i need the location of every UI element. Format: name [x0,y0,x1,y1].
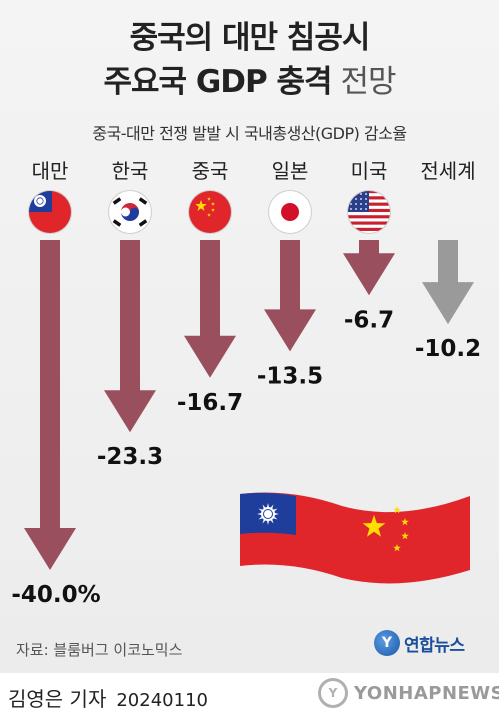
taiwan-sun-ray [269,504,274,510]
chart-subtitle: 중국-대만 전쟁 발발 시 국내총생산(GDP) 감소율 [92,124,407,143]
china-banner-small-star [393,506,401,514]
category-label: 일본 [272,159,309,183]
taiwan-sun-ray [258,515,264,520]
taiwan-sun-ray [266,503,270,509]
yonhapnews-watermark: Y YONHAPNEWS [318,678,499,708]
china-flag-banner [342,496,470,584]
yonhap-logo-icon: Y [374,630,400,656]
japan-flag [268,190,312,234]
value-label: -6.7 [344,307,394,333]
taiwan-sun-ray [272,508,278,513]
china-banner-small-star [401,532,409,540]
chart-title-line2: 주요국 GDP 충격 전망 [0,56,499,101]
publish-date: 20240110 [116,690,208,711]
value-label: -16.7 [177,390,243,416]
bar-arrow [104,240,156,433]
bar-arrow [184,240,236,378]
taiwan-sun-ray [273,512,279,516]
china-flag [188,190,232,234]
source-note: 자료: 블룸버그 이코노믹스 [16,641,183,659]
south-korea-flag [108,190,152,234]
bar-arrow [264,240,316,352]
byline: 김영은 기자 20240110 [8,683,208,712]
value-label: -23.3 [97,444,163,470]
taiwan-sun-ray [262,504,267,510]
category-label: 대만 [32,159,69,183]
category-label: 한국 [112,159,149,183]
china-banner-small-star [393,544,401,552]
category-label: 중국 [192,159,229,183]
taiwan-sun-ray [257,512,263,516]
chart-canvas: 대만 -40.0% 한국 -23.3 중국 -16.7 일본 -13.5 미국 -6.7 전세계 -1… [11,159,481,608]
taiwan-sun-ray [258,508,264,513]
bar-arrow [24,240,76,570]
decorative-flags-illustration [240,492,470,584]
watermark-text: YONHAPNEWS [354,682,499,704]
taiwan-sun-ray [262,518,267,524]
china-banner-small-star [401,518,409,526]
reporter-name: 김영은 기자 [8,687,107,711]
bar-arrow [422,240,474,325]
taiwan-sun-ray [272,515,278,520]
value-label: -10.2 [415,336,481,362]
china-banner-big-star [362,515,386,537]
value-label: -13.5 [257,363,323,389]
title-bold: 주요국 GDP 충격 [103,64,333,100]
yonhap-logo-text: 연합뉴스 [404,635,465,656]
taiwan-sun-ray [269,518,274,524]
watermark-logo-icon: Y [318,678,348,708]
value-label: -40.0% [11,582,100,608]
yonhap-logo: Y 연합뉴스 [374,630,465,656]
us-flag [347,190,391,234]
chart-title-line1: 중국의 대만 침공시 [129,20,371,56]
taiwan-sun-ray [266,519,270,525]
category-label: 미국 [351,159,388,183]
category-label: 전세계 [420,159,475,183]
title-light: 전망 [331,64,396,100]
taiwan-flag [28,190,72,234]
bar-arrow [343,240,395,296]
